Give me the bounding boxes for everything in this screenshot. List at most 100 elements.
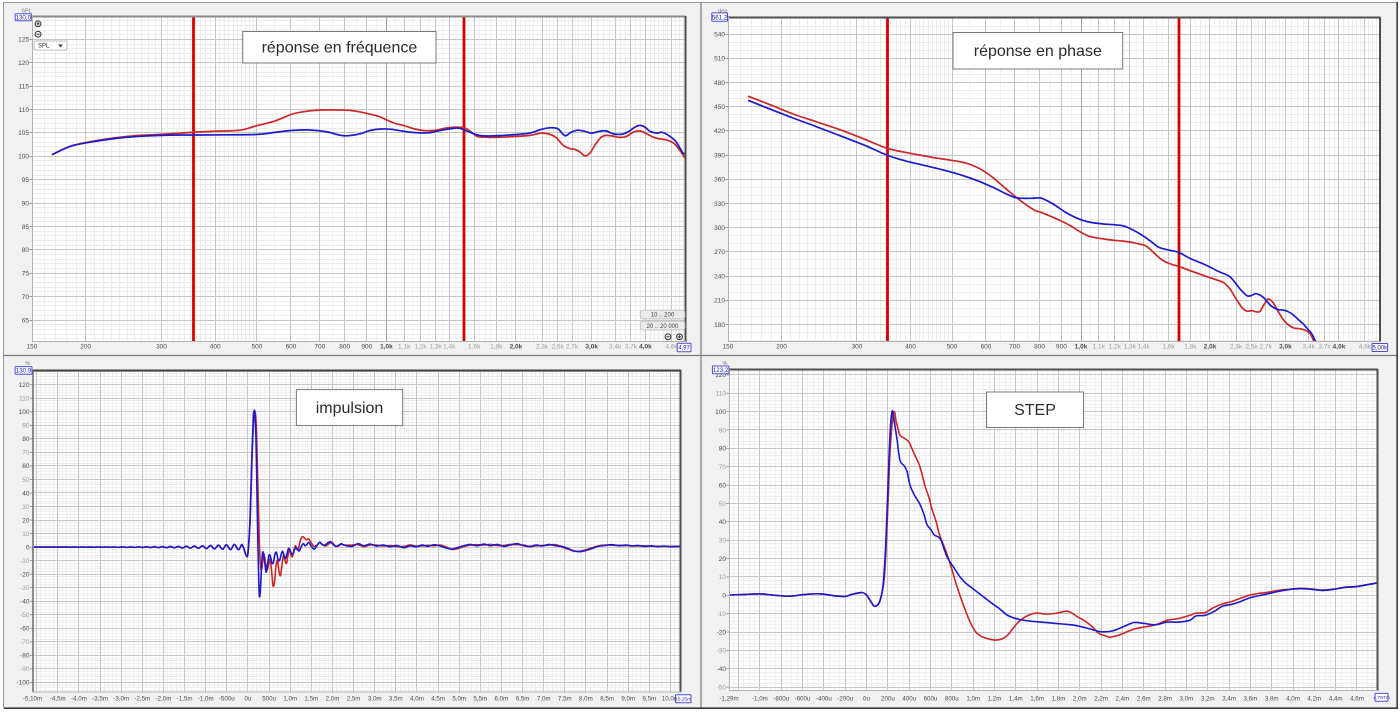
svg-text:2,8m: 2,8m [1158,696,1172,703]
svg-text:deg: deg [718,8,727,14]
svg-text:130,0: 130,0 [16,15,32,22]
svg-text:-2,5m: -2,5m [134,696,150,703]
svg-text:800: 800 [1034,344,1045,351]
svg-text:5,0m: 5,0m [452,696,466,703]
svg-text:900: 900 [1056,344,1067,351]
svg-text:3,7k: 3,7k [625,344,638,351]
svg-text:180: 180 [714,322,725,329]
svg-text:500: 500 [251,344,262,351]
svg-text:-1,0m: -1,0m [752,696,768,703]
svg-text:1,1k: 1,1k [1093,344,1106,351]
svg-text:50: 50 [22,477,30,484]
svg-text:%: % [723,361,728,367]
svg-text:300: 300 [714,225,725,232]
svg-text:6,5m: 6,5m [516,696,530,703]
svg-text:561,2: 561,2 [712,14,728,21]
svg-text:1,3k: 1,3k [429,344,442,351]
svg-text:0u: 0u [863,696,870,703]
svg-text:600: 600 [286,344,297,351]
svg-text:7,0m: 7,0m [537,696,551,703]
svg-text:110: 110 [716,391,727,398]
svg-text:-4,0m: -4,0m [71,696,87,703]
svg-text:1,4k: 1,4k [1137,344,1150,351]
svg-text:2,0k: 2,0k [1204,344,1217,351]
svg-text:95: 95 [22,177,30,184]
svg-text:510: 510 [714,56,725,63]
svg-text:900: 900 [361,344,372,351]
svg-text:240: 240 [714,273,725,280]
svg-text:réponse en phase: réponse en phase [974,43,1102,60]
svg-text:600u: 600u [924,696,938,703]
svg-text:30: 30 [22,504,30,511]
svg-text:90: 90 [22,423,30,430]
svg-text:70: 70 [719,464,727,471]
svg-text:20: 20 [22,517,30,524]
svg-text:800u: 800u [945,696,959,703]
svg-text:1,8m: 1,8m [1052,696,1066,703]
svg-text:70: 70 [22,294,30,301]
svg-text:1,5m: 1,5m [304,696,318,703]
svg-text:-70: -70 [20,639,30,646]
svg-text:4,6k: 4,6k [665,344,678,351]
svg-text:100: 100 [715,409,726,416]
svg-text:0: 0 [722,593,726,600]
svg-text:420: 420 [714,128,725,135]
svg-text:9,5m: 9,5m [642,696,656,703]
svg-text:3,4k: 3,4k [609,344,622,351]
svg-text:2,5k: 2,5k [551,344,564,351]
svg-text:1,0m: 1,0m [966,696,980,703]
svg-text:1,8k: 1,8k [490,344,503,351]
svg-text:2,0m: 2,0m [1073,696,1087,703]
svg-text:4,0m: 4,0m [410,696,424,703]
svg-text:65: 65 [22,317,30,324]
svg-text:70: 70 [22,450,30,457]
svg-text:80: 80 [719,446,727,453]
svg-text:3,7k: 3,7k [1318,344,1331,351]
svg-text:2,5k: 2,5k [1245,344,1258,351]
svg-text:-10: -10 [20,558,30,565]
svg-text:-3,5m: -3,5m [92,696,108,703]
svg-text:110: 110 [19,107,30,114]
svg-text:2,3k: 2,3k [536,344,549,351]
svg-text:30: 30 [719,538,727,545]
svg-text:4,5m: 4,5m [431,696,445,703]
svg-text:3,2m: 3,2m [1201,696,1215,703]
svg-text:400: 400 [210,344,221,351]
svg-text:1,6k: 1,6k [468,344,481,351]
svg-text:1,0m: 1,0m [283,696,297,703]
svg-text:123,2: 123,2 [713,367,729,374]
svg-text:-40: -40 [20,599,30,606]
svg-text:60: 60 [22,463,30,470]
svg-text:-50: -50 [717,685,727,692]
svg-text:9,0m: 9,0m [621,696,635,703]
svg-text:700: 700 [314,344,325,351]
svg-text:3,8m: 3,8m [1265,696,1279,703]
svg-text:480: 480 [714,80,725,87]
svg-text:6,0m: 6,0m [495,696,509,703]
svg-text:-50: -50 [20,612,30,619]
svg-text:800: 800 [339,344,350,351]
svg-text:STEP: STEP [1014,402,1056,419]
svg-text:700: 700 [1009,344,1020,351]
svg-text:400u: 400u [902,696,916,703]
svg-text:8,5m: 8,5m [600,696,614,703]
svg-text:SPL: SPL [38,44,50,50]
svg-text:4,6m: 4,6m [1350,696,1364,703]
svg-text:-1,0m: -1,0m [198,696,214,703]
svg-text:85: 85 [22,224,30,231]
svg-text:2,4m: 2,4m [1116,696,1130,703]
svg-text:80: 80 [22,247,30,254]
svg-text:1,4m: 1,4m [1009,696,1023,703]
svg-text:120: 120 [715,372,726,379]
svg-text:1,8k: 1,8k [1184,344,1197,351]
svg-text:3,4k: 3,4k [1303,344,1316,351]
svg-text:200u: 200u [881,696,895,703]
svg-text:20: 20 [719,556,727,563]
svg-text:4,4m: 4,4m [1329,696,1343,703]
svg-text:-400u: -400u [816,696,832,703]
svg-text:400: 400 [905,344,916,351]
svg-text:réponse en fréquence: réponse en fréquence [262,40,418,57]
svg-text:5,5m: 5,5m [473,696,487,703]
svg-text:-600u: -600u [795,696,811,703]
svg-text:-5,10m: -5,10m [23,696,42,703]
